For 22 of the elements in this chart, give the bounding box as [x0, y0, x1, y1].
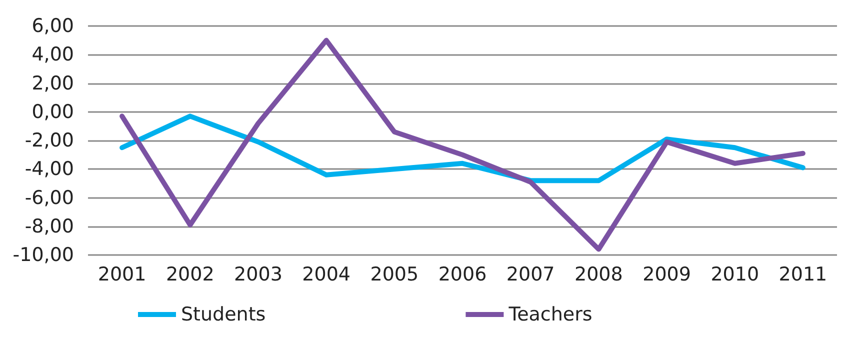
- x-tick-label: 2006: [438, 264, 487, 286]
- legend-label: Students: [181, 304, 266, 326]
- y-tick-label: -10,00: [12, 244, 74, 266]
- x-tick-label: 2005: [370, 264, 419, 286]
- y-tick-label: 2,00: [32, 72, 74, 94]
- y-tick-label: -6,00: [24, 186, 74, 209]
- legend-label: Teachers: [508, 304, 592, 326]
- y-tick-label: -8,00: [24, 215, 74, 238]
- x-tick-label: 2003: [234, 264, 282, 286]
- x-tick-label: 2010: [710, 264, 760, 286]
- x-tick-label: 2001: [98, 264, 146, 286]
- y-tick-label: 4,00: [32, 44, 74, 66]
- x-tick-label: 2008: [574, 264, 623, 286]
- x-tick-label: 2011: [778, 264, 828, 286]
- y-tick-label: -2,00: [24, 130, 74, 152]
- x-tick-label: 2004: [302, 264, 350, 286]
- x-tick-label: 2002: [166, 264, 214, 286]
- x-tick-label: 2009: [642, 264, 691, 286]
- y-tick-label: 0,00: [32, 100, 74, 123]
- y-tick-label: -4,00: [24, 158, 74, 180]
- x-tick-label: 2007: [506, 264, 555, 286]
- y-tick-label: 6,00: [32, 15, 74, 37]
